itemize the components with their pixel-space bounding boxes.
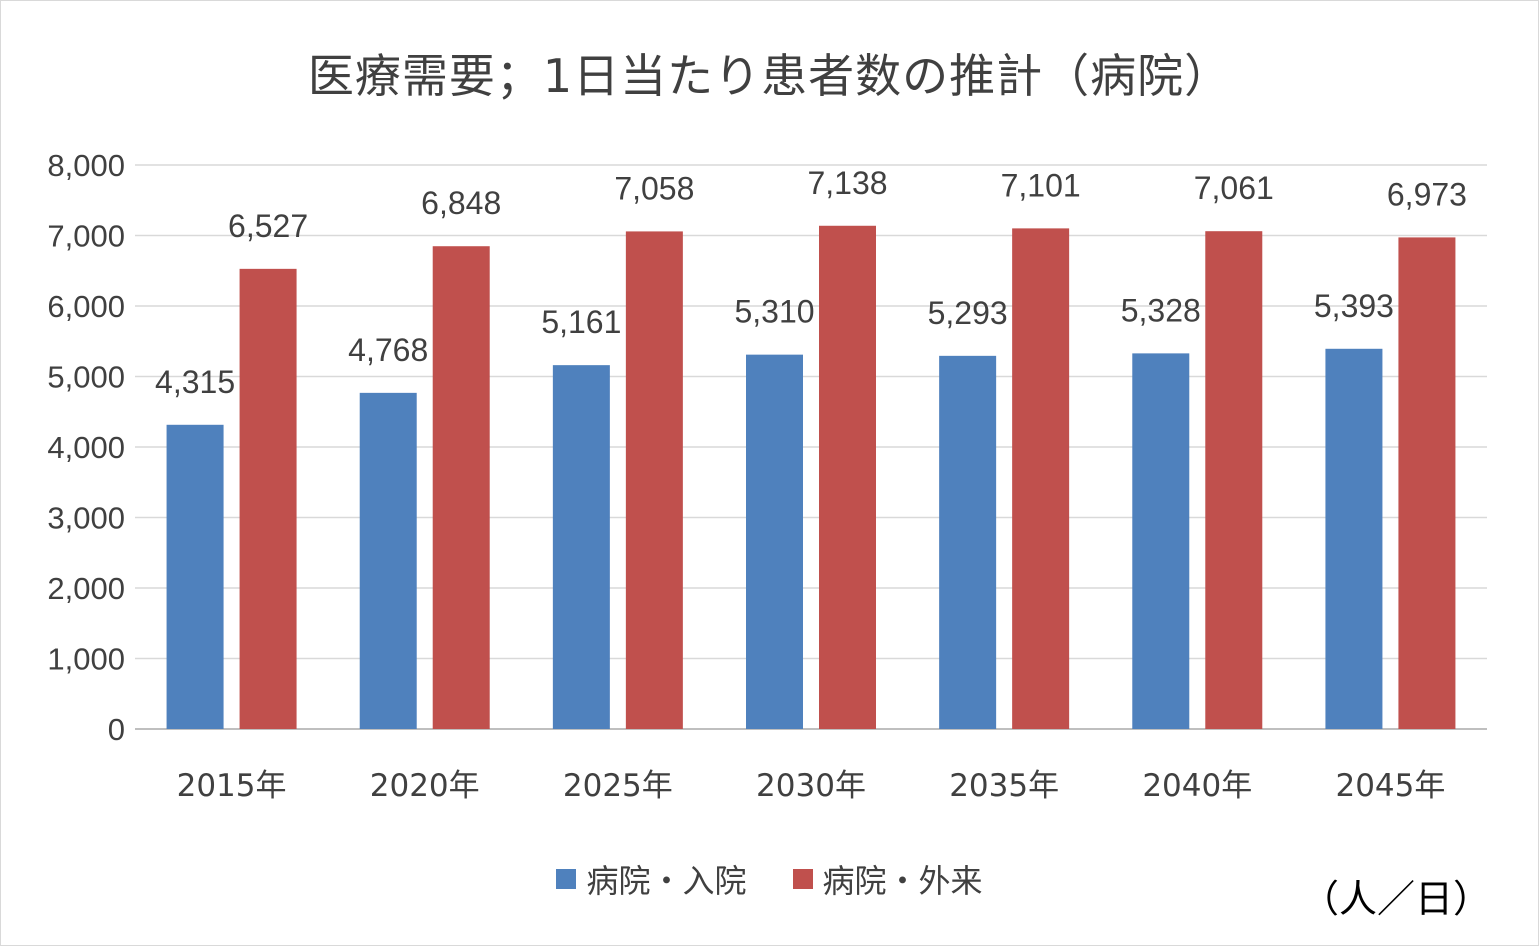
y-tick-label: 6,000: [47, 289, 125, 324]
bar-inpatient: [552, 365, 610, 729]
data-label-inpatient: 4,315: [155, 364, 235, 400]
y-tick-label: 8,000: [47, 148, 125, 183]
data-label-outpatient: 7,058: [614, 170, 694, 206]
legend-item-inpatient: 病院・入院: [556, 856, 747, 902]
x-tick-label: 2045年: [1335, 768, 1445, 804]
data-label-outpatient: 7,101: [1001, 167, 1081, 203]
x-tick-label: 2040年: [1142, 768, 1252, 804]
y-tick-label: 4,000: [47, 430, 125, 465]
data-label-outpatient: 6,848: [421, 185, 501, 221]
bar-inpatient: [746, 354, 803, 729]
bar-inpatient: [1132, 353, 1190, 729]
y-tick-label: 5,000: [47, 360, 125, 395]
data-label-inpatient: 5,161: [541, 304, 621, 340]
legend-label-outpatient: 病院・外来: [822, 862, 983, 900]
chart-title: 医療需要；1日当たり患者数の推計（病院）: [307, 49, 1232, 103]
x-tick-label: 2030年: [756, 768, 866, 804]
bar-outpatient: [432, 246, 490, 729]
data-label-outpatient: 7,138: [807, 165, 887, 201]
legend-swatch-inpatient: [556, 869, 577, 889]
data-label-inpatient: 4,768: [348, 332, 428, 368]
data-label-inpatient: 5,293: [928, 295, 1008, 331]
data-label-inpatient: 5,393: [1314, 288, 1394, 324]
legend-swatch-outpatient: [792, 869, 813, 889]
data-label-inpatient: 5,310: [734, 294, 814, 330]
x-tick-label: 2020年: [370, 768, 480, 804]
data-label-outpatient: 7,061: [1194, 170, 1274, 206]
bar-outpatient: [819, 225, 876, 729]
bar-inpatient: [166, 424, 224, 729]
bar-outpatient: [1012, 228, 1070, 729]
legend-item-outpatient: 病院・外来: [792, 856, 983, 902]
data-label-inpatient: 5,328: [1121, 292, 1201, 328]
bar-outpatient: [1205, 231, 1263, 729]
legend-label-inpatient: 病院・入院: [586, 862, 747, 900]
bar-inpatient: [1325, 348, 1383, 729]
bar-inpatient: [939, 355, 997, 729]
y-tick-label: 3,000: [47, 501, 125, 536]
unit-label: （人／日）: [1300, 877, 1491, 921]
x-tick-label: 2035年: [949, 768, 1059, 804]
y-tick-label: 0: [108, 712, 125, 747]
data-label-outpatient: 6,973: [1387, 176, 1467, 212]
chart-legend: 病院・入院 病院・外来: [0, 856, 1539, 902]
bar-outpatient: [625, 231, 683, 729]
y-tick-label: 7,000: [47, 219, 125, 254]
data-label-outpatient: 6,527: [228, 208, 308, 244]
y-tick-label: 1,000: [47, 642, 125, 677]
bar-outpatient: [239, 268, 297, 729]
x-tick-label: 2025年: [563, 768, 673, 804]
bar-inpatient: [359, 392, 417, 729]
y-tick-label: 2,000: [47, 571, 125, 606]
x-tick-label: 2015年: [177, 768, 287, 804]
bar-outpatient: [1398, 237, 1456, 729]
